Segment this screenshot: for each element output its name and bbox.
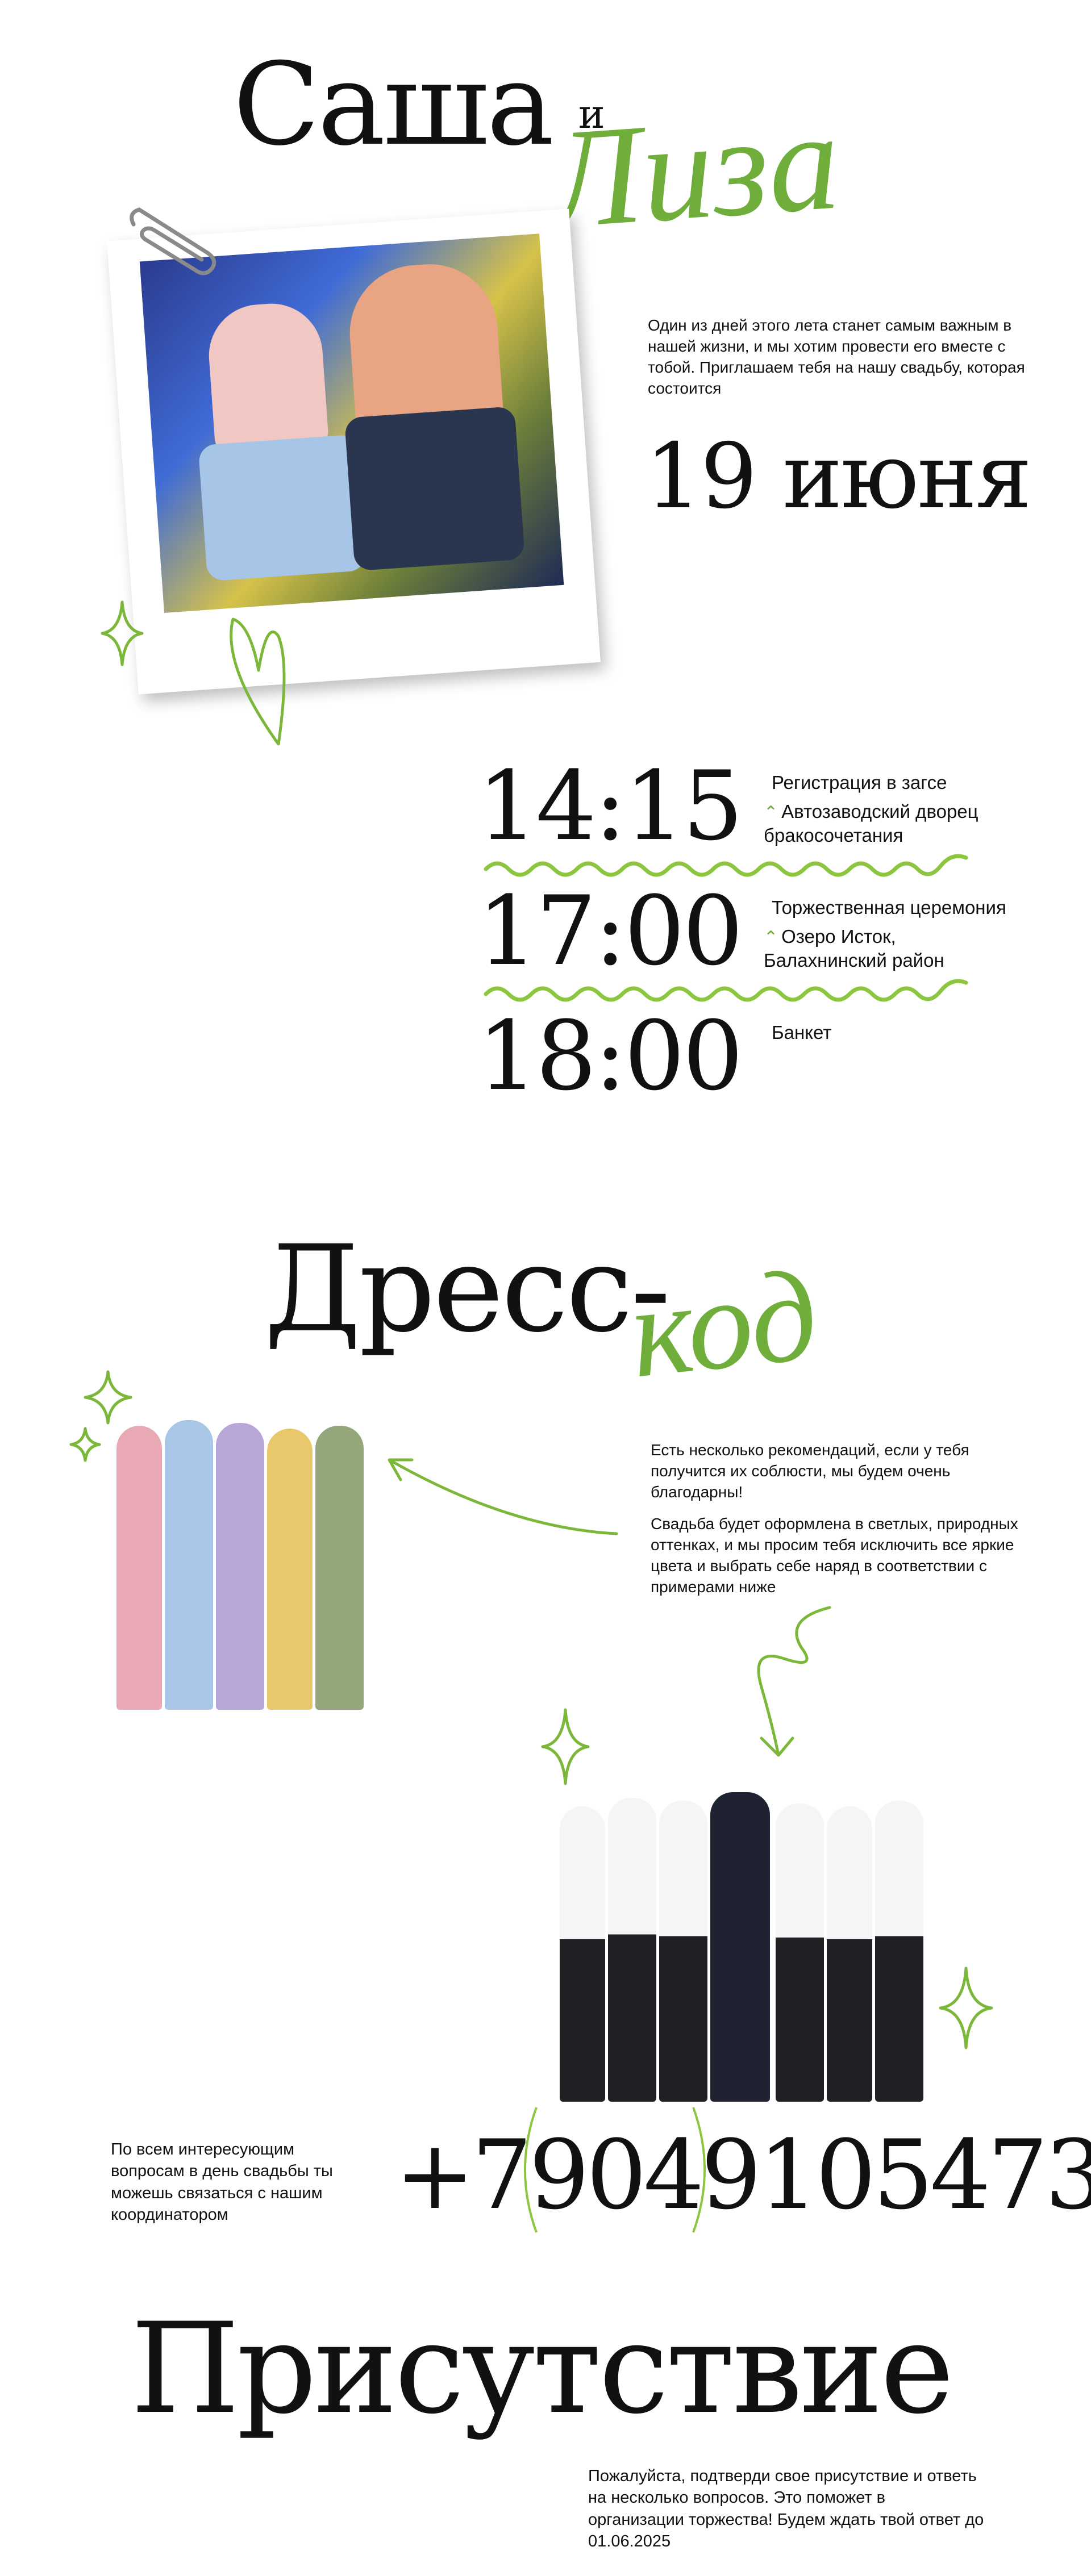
schedule-title-1: Регистрация в загсе: [772, 772, 947, 793]
dresscode-title-script: код: [623, 1241, 824, 1405]
wavy-divider-1: [484, 854, 968, 877]
dress-lilac: [216, 1423, 264, 1710]
name-conjunction: и: [578, 91, 605, 137]
heart-doodle-icon: [230, 617, 286, 746]
attendance-text: Пожалуйста, подтверди свое присутствие и…: [588, 2467, 984, 2550]
name-sasha: Саша: [233, 39, 554, 171]
intro-text: Один из дней этого лета станет самым важ…: [648, 316, 1025, 397]
name-liza: Лиза: [540, 81, 844, 259]
coordinator-phone[interactable]: +7 904 9105473: [395, 2107, 1091, 2233]
schedule-place-1: ⌃ Автозаводский дворец бракосочетания: [764, 801, 978, 846]
sparkle-icon: [101, 600, 144, 666]
paperclip-icon: [130, 207, 216, 275]
bridesmaids-photo: [111, 1409, 372, 1710]
schedule-title-3: Банкет: [772, 1022, 832, 1043]
dresscode-title-main: Дресс-: [264, 1220, 671, 1359]
dresscode-text-1: Есть несколько рекомендаций, если у тебя…: [651, 1441, 969, 1501]
childhood-photo: [139, 233, 564, 613]
groomsmen-photo: [560, 1784, 929, 2102]
schedule-time-1: 14:15: [477, 750, 743, 862]
wedding-date: 19 июня: [645, 424, 1032, 529]
sparkle-icon: [541, 1708, 590, 1785]
dresscode-text-2: Свадьба будет оформлена в светлых, приро…: [651, 1515, 1018, 1596]
groom: [710, 1792, 770, 2102]
schedule-time-3: 18:00: [477, 1000, 743, 1112]
dress-yellow: [267, 1429, 313, 1710]
wavy-divider-2: [484, 979, 968, 1002]
phone-code-parenthesis: 904: [523, 2107, 706, 2233]
schedule-place-2: ⌃ Озеро Исток, Балахнинский район: [764, 926, 944, 971]
location-pin-icon: ⌃: [764, 928, 778, 947]
location-pin-icon: ⌃: [764, 803, 778, 822]
swirl-arrow-icon: [757, 1606, 831, 1757]
dress-sage: [315, 1426, 364, 1710]
arrow-doodle-icon: [388, 1458, 618, 1535]
contact-text: По всем интересующим вопросам в день сва…: [111, 2140, 333, 2224]
schedule-title-2: Торжественная церемония: [772, 897, 1006, 918]
attendance-title: Присутствие: [131, 2296, 954, 2441]
dress-pink: [116, 1426, 162, 1710]
dress-blue: [165, 1420, 213, 1710]
sparkles-icon: [69, 1370, 132, 1462]
schedule-time-2: 17:00: [477, 875, 743, 987]
sparkle-icon: [939, 1967, 993, 2049]
